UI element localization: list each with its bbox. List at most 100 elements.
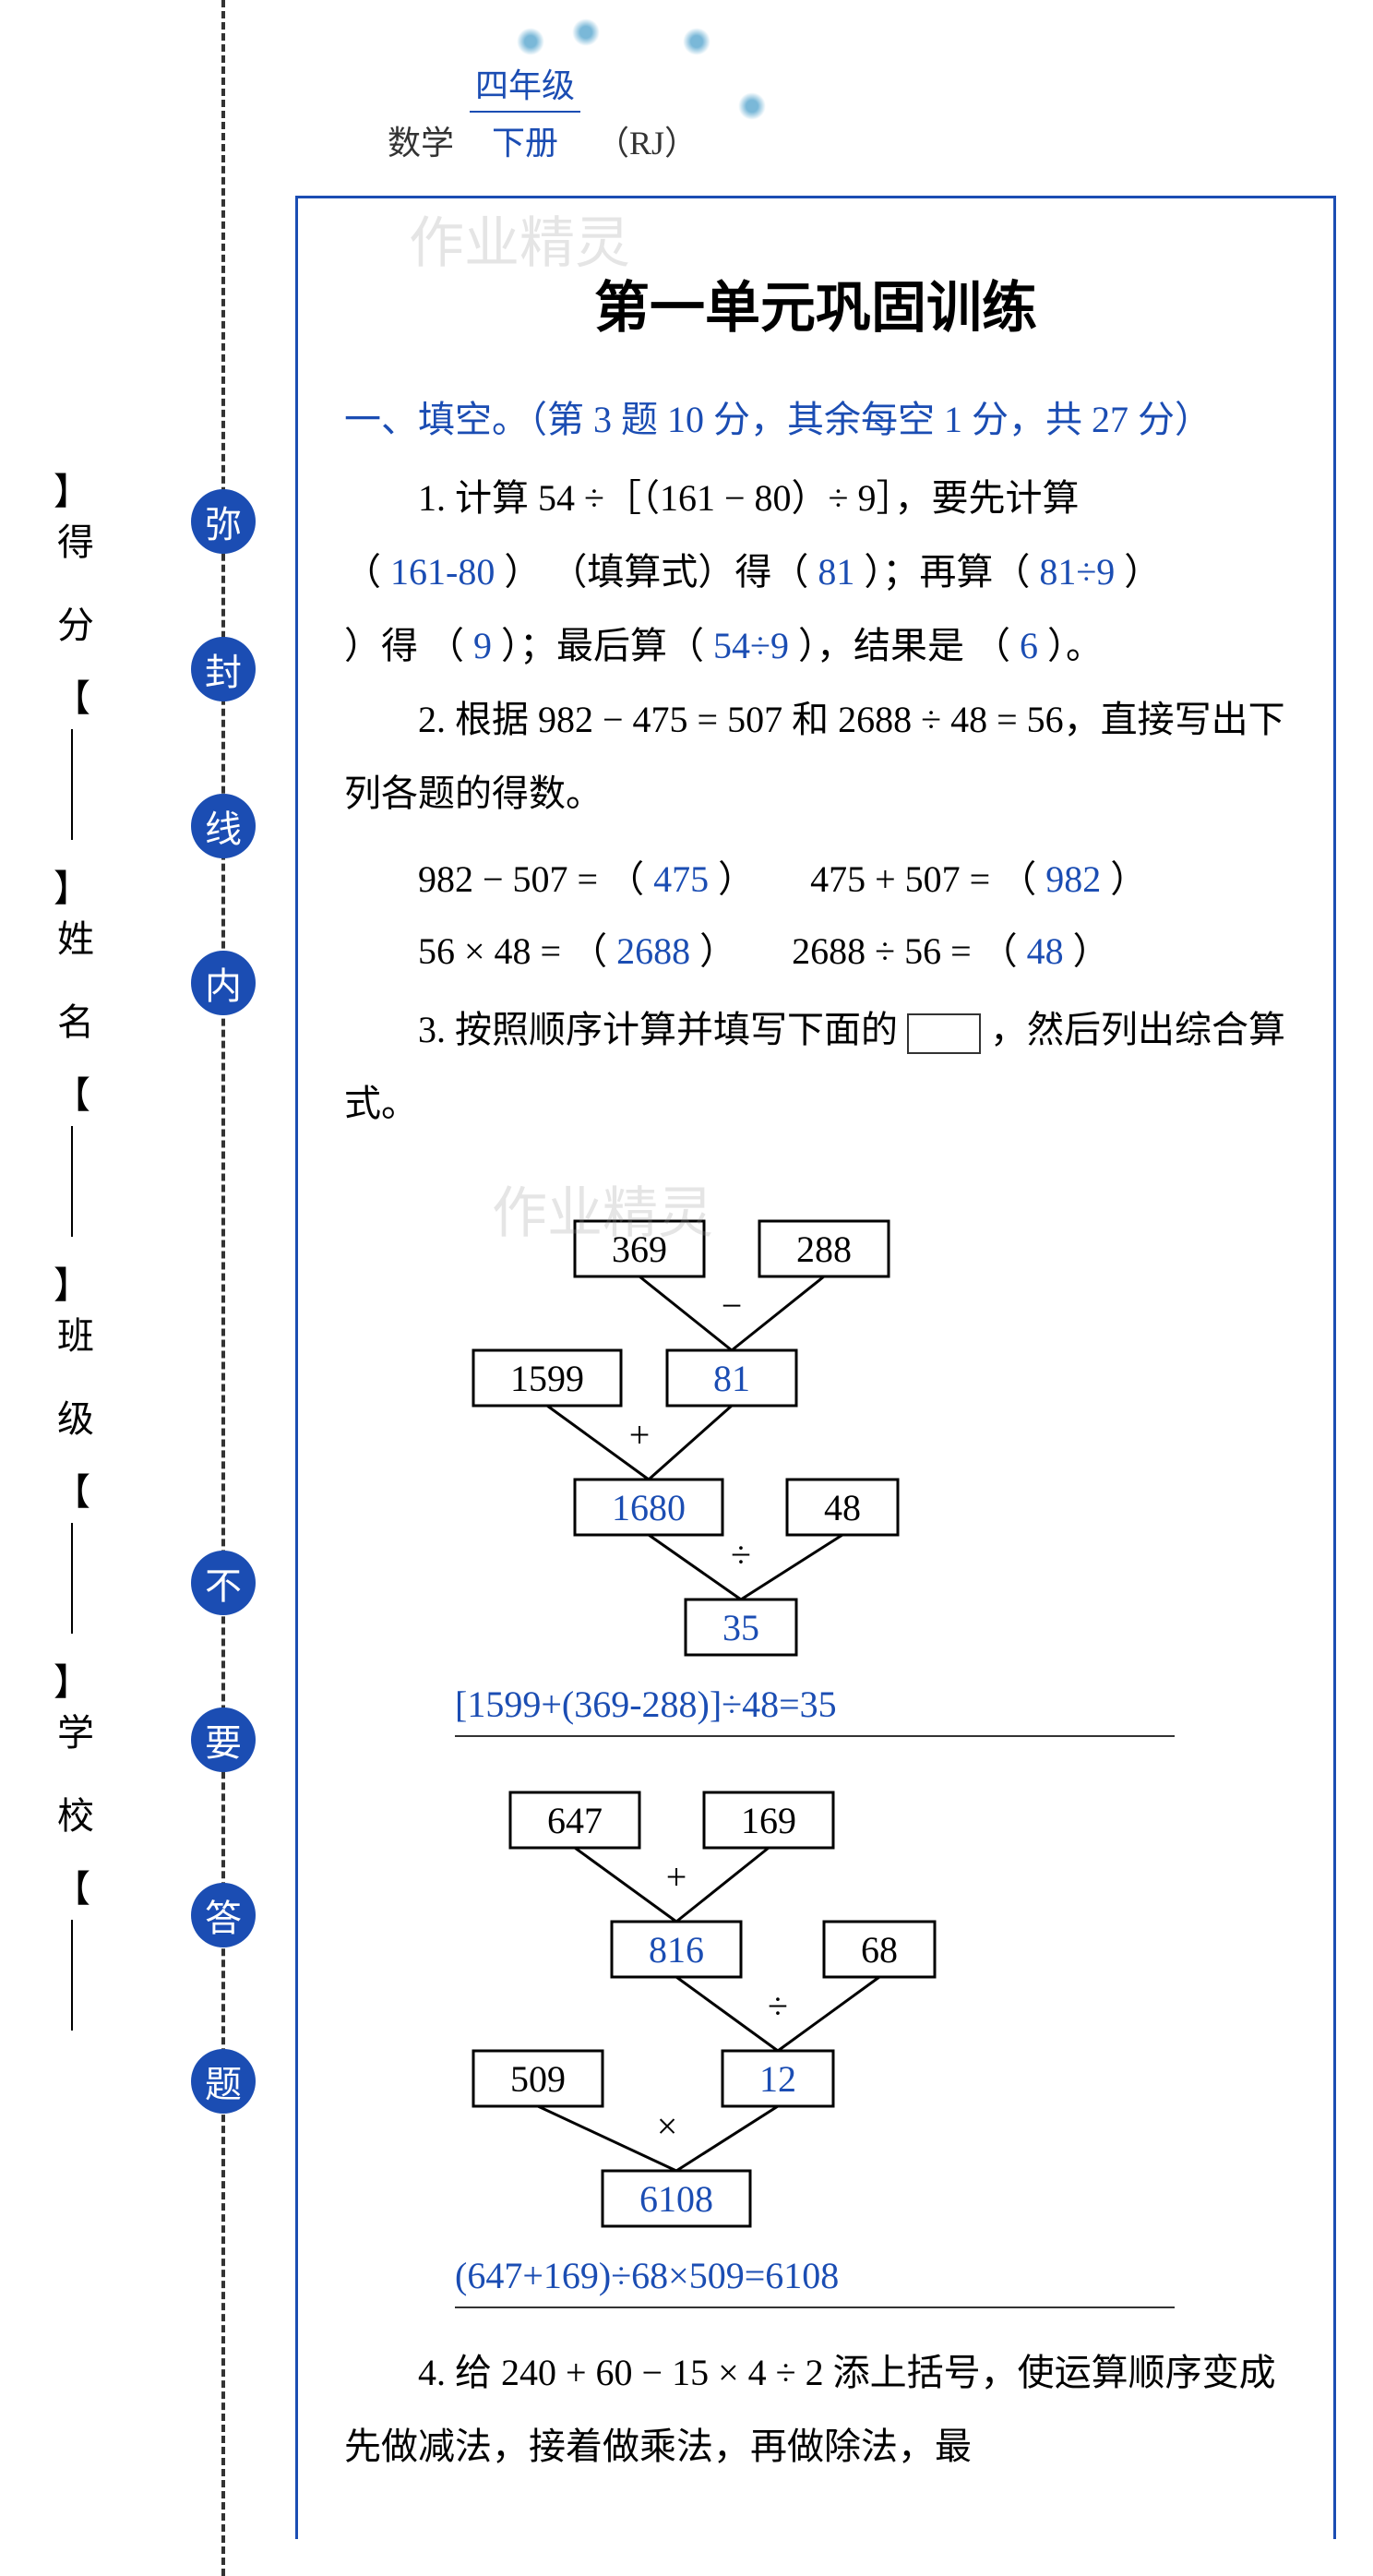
blank-box-icon bbox=[907, 1013, 981, 1054]
seal-char: 题 bbox=[191, 2049, 256, 2114]
page: 】 得 分 【 】 姓 名 【 】 班 级 【 】 学 校 【 bbox=[0, 0, 1373, 2576]
svg-text:68: 68 bbox=[861, 1929, 898, 1971]
svg-text:+: + bbox=[629, 1414, 651, 1456]
seal-char: 弥 bbox=[191, 489, 256, 554]
svg-text:816: 816 bbox=[649, 1929, 704, 1971]
svg-text:÷: ÷ bbox=[768, 1985, 788, 2027]
unit-title: 第一单元巩固训练 bbox=[344, 263, 1287, 343]
svg-text:369: 369 bbox=[612, 1228, 667, 1270]
svg-text:35: 35 bbox=[722, 1607, 759, 1648]
main-content-box: 作业精灵 第一单元巩固训练 一、填空。（第 3 题 10 分，其余每空 1 分，… bbox=[295, 196, 1336, 2539]
seal-dashed-line bbox=[221, 0, 225, 2576]
diagram-1-svg: 369 288 1599 81 1680 48 35 − + ÷ bbox=[455, 1193, 972, 1673]
seal-char: 线 bbox=[191, 794, 256, 858]
eq-right: ） bbox=[699, 930, 736, 972]
svg-text:+: + bbox=[666, 1856, 687, 1898]
leaf-icon bbox=[683, 28, 710, 55]
svg-text:6108: 6108 bbox=[639, 2178, 713, 2220]
eq-right: ） bbox=[1110, 858, 1147, 900]
page-header: 数学 四年级 下册 （RJ） bbox=[295, 37, 1336, 196]
margin-line bbox=[71, 1126, 73, 1237]
margin-item-score: 】 得 分 【 bbox=[18, 461, 125, 840]
margin-label: 班 级 bbox=[45, 1316, 99, 1455]
bracket-open: 【 bbox=[54, 1462, 90, 1516]
q1-ans4: 9 bbox=[473, 625, 492, 666]
margin-label: 得 分 bbox=[45, 522, 99, 661]
bracket-close: 】 bbox=[54, 1255, 90, 1309]
svg-text:81: 81 bbox=[713, 1358, 750, 1399]
q1-mid1: （填算式）得（ bbox=[550, 551, 808, 593]
q1-ans1: 161-80 bbox=[390, 551, 495, 593]
q1-line3: ）得 （ 9 ）；最后算（ 54÷9 ），结果是 （ 6 ）。 bbox=[344, 609, 1287, 683]
margin-line bbox=[71, 1523, 73, 1634]
svg-text:−: − bbox=[722, 1285, 743, 1326]
divider-line bbox=[455, 2306, 1175, 2308]
grade-divider bbox=[470, 111, 580, 113]
eq-ans: 2688 bbox=[616, 930, 690, 972]
subject-label: 数学 bbox=[388, 125, 454, 162]
bracket-close: 】 bbox=[54, 1652, 90, 1706]
q1-ans2: 81 bbox=[818, 551, 854, 593]
eq-ans: 982 bbox=[1045, 858, 1101, 900]
q2-eq1: 982 − 507 = （ 475 ） bbox=[418, 849, 755, 903]
bracket-open: 【 bbox=[54, 1859, 90, 1912]
content-column: 数学 四年级 下册 （RJ） 作业精灵 第一单元巩固训练 一、填空。（第 3 题… bbox=[277, 0, 1373, 2576]
q1-mid5: ），结果是 （ bbox=[798, 625, 1010, 666]
svg-text:÷: ÷ bbox=[731, 1534, 751, 1576]
q2-row2: 56 × 48 = （ 2688 ） 2688 ÷ 56 = （ 48 ） bbox=[418, 921, 1287, 975]
divider-line bbox=[455, 1735, 1175, 1737]
q1-pre: 1. 计算 54 ÷［（161 − 80）÷ 9］，要先计算 bbox=[418, 477, 1079, 519]
leaf-icon bbox=[572, 18, 600, 46]
eq-left: 56 × 48 = （ bbox=[418, 930, 607, 972]
eq-right: ） bbox=[1073, 930, 1110, 972]
section-1-head: 一、填空。（第 3 题 10 分，其余每空 1 分，共 27 分） bbox=[344, 389, 1287, 443]
q1-mid6: ）。 bbox=[1047, 625, 1103, 666]
margin-item-class: 】 班 级 【 bbox=[18, 1255, 125, 1634]
diagram-2-expr: (647+169)÷68×509=6108 bbox=[455, 2254, 1287, 2297]
svg-text:509: 509 bbox=[510, 2058, 566, 2100]
svg-text:647: 647 bbox=[547, 1800, 603, 1841]
seal-char: 内 bbox=[191, 951, 256, 1015]
q2-eq2: 475 + 507 = （ 982 ） bbox=[810, 849, 1147, 903]
svg-text:169: 169 bbox=[741, 1800, 796, 1841]
svg-text:1599: 1599 bbox=[510, 1358, 584, 1399]
grade-badge: 四年级 下册 bbox=[470, 55, 580, 168]
grade-bottom: 下册 bbox=[492, 125, 558, 162]
q2-eq3: 56 × 48 = （ 2688 ） bbox=[418, 921, 736, 975]
margin-labels: 】 得 分 【 】 姓 名 【 】 班 级 【 】 学 校 【 bbox=[18, 461, 125, 2031]
q1-text: 1. 计算 54 ÷［（161 − 80）÷ 9］，要先计算 bbox=[344, 461, 1287, 535]
diagram-2: 64716981668509126108+÷× bbox=[455, 1765, 1287, 2245]
q1-mid2: ）；再算（ bbox=[864, 551, 1030, 593]
svg-text:288: 288 bbox=[796, 1228, 852, 1270]
diagram-1: 作业精灵 36928815998116804835−+÷ bbox=[455, 1113, 1287, 1673]
svg-text:48: 48 bbox=[824, 1487, 861, 1528]
margin-label: 学 校 bbox=[45, 1713, 99, 1851]
seal-char: 不 bbox=[191, 1551, 256, 1615]
q1-line2: （ 161-80 ） （填算式）得（ 81 ）；再算（ 81÷9 ） bbox=[344, 535, 1287, 609]
seal-char: 答 bbox=[191, 1883, 256, 1947]
seal-char: 要 bbox=[191, 1707, 256, 1772]
margin-column: 】 得 分 【 】 姓 名 【 】 班 级 【 】 学 校 【 bbox=[0, 0, 277, 2576]
eq-left: 982 − 507 = （ bbox=[418, 858, 644, 900]
margin-item-name: 】 姓 名 【 bbox=[18, 858, 125, 1237]
q3-pre: 3. 按照顺序计算并填写下面的 bbox=[418, 1009, 898, 1050]
q2-row1: 982 − 507 = （ 475 ） 475 + 507 = （ 982 ） bbox=[418, 849, 1287, 903]
seal-char: 封 bbox=[191, 637, 256, 701]
q1-ans6: 6 bbox=[1020, 625, 1038, 666]
q2-text: 2. 根据 982 − 475 = 507 和 2688 ÷ 48 = 56，直… bbox=[344, 683, 1287, 831]
margin-line bbox=[71, 1920, 73, 2031]
eq-left: 2688 ÷ 56 = （ bbox=[792, 930, 1018, 972]
edition-label: （RJ） bbox=[596, 125, 698, 162]
q1-mid3: ）得 （ bbox=[344, 625, 464, 666]
margin-line bbox=[71, 729, 73, 840]
margin-label: 姓 名 bbox=[45, 919, 99, 1058]
bracket-close: 】 bbox=[54, 461, 90, 515]
eq-left: 475 + 507 = （ bbox=[810, 858, 1036, 900]
q4-text: 4. 给 240 + 60 − 15 × 4 ÷ 2 添上括号，使运算顺序变成先… bbox=[344, 2336, 1287, 2484]
diagram-2-svg: 64716981668509126108+÷× bbox=[455, 1765, 972, 2245]
grade-top: 四年级 bbox=[475, 67, 575, 104]
svg-text:×: × bbox=[657, 2105, 678, 2147]
q1-mid4: ）；最后算（ bbox=[501, 625, 704, 666]
diagram-1-expr: [1599+(369-288)]÷48=35 bbox=[455, 1683, 1287, 1726]
svg-text:1680: 1680 bbox=[612, 1487, 686, 1528]
